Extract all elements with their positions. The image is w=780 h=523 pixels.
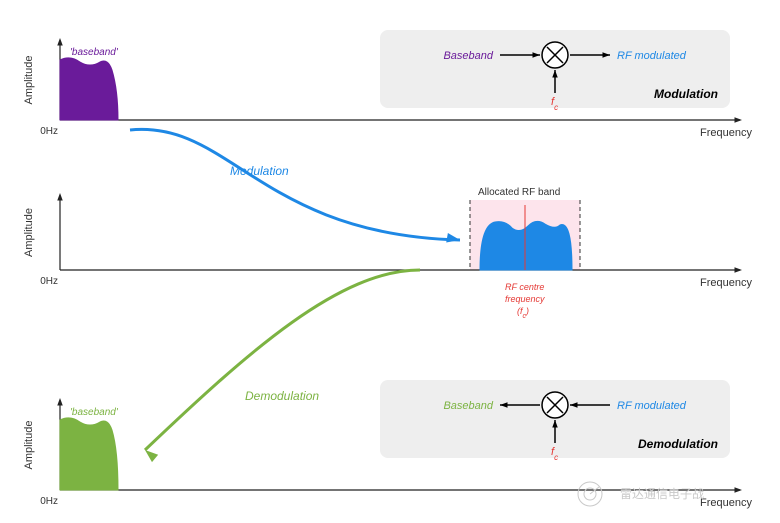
- flow-arrow-1: [145, 270, 420, 450]
- box-left-label: Baseband: [443, 400, 493, 412]
- spectrum-label-0: 'baseband': [70, 47, 119, 58]
- origin-label: 0Hz: [40, 126, 58, 137]
- rf-center-label: frequency: [505, 294, 545, 304]
- box-right-label: RF modulated: [617, 50, 687, 62]
- box-title: Modulation: [654, 87, 718, 101]
- x-axis-label: Frequency: [700, 127, 752, 139]
- x-axis-label: Frequency: [700, 497, 752, 509]
- flow-arrow-label-0: Modulation: [230, 164, 289, 178]
- spectrum-shape-1: [480, 221, 572, 270]
- watermark-text: 雷达通信电子战: [620, 487, 704, 501]
- origin-label: 0Hz: [40, 496, 58, 507]
- spectrum-shape-2: [60, 418, 118, 490]
- rf-center-fc: (fc): [517, 306, 529, 320]
- y-axis-label: Amplitude: [23, 208, 35, 257]
- y-axis-label: Amplitude: [23, 421, 35, 470]
- box-left-label: Baseband: [443, 50, 493, 62]
- band-label: Allocated RF band: [478, 187, 560, 198]
- origin-label: 0Hz: [40, 276, 58, 287]
- spectrum-label-2: 'baseband': [70, 407, 119, 418]
- spectrum-shape-0: [60, 58, 118, 120]
- flow-arrow-0: [130, 129, 460, 240]
- rf-center-label: RF centre: [505, 282, 544, 292]
- flow-arrow-label-1: Demodulation: [245, 389, 319, 403]
- x-axis-label: Frequency: [700, 277, 752, 289]
- y-axis-label: Amplitude: [23, 56, 35, 105]
- box-title: Demodulation: [638, 437, 718, 451]
- box-right-label: RF modulated: [617, 400, 687, 412]
